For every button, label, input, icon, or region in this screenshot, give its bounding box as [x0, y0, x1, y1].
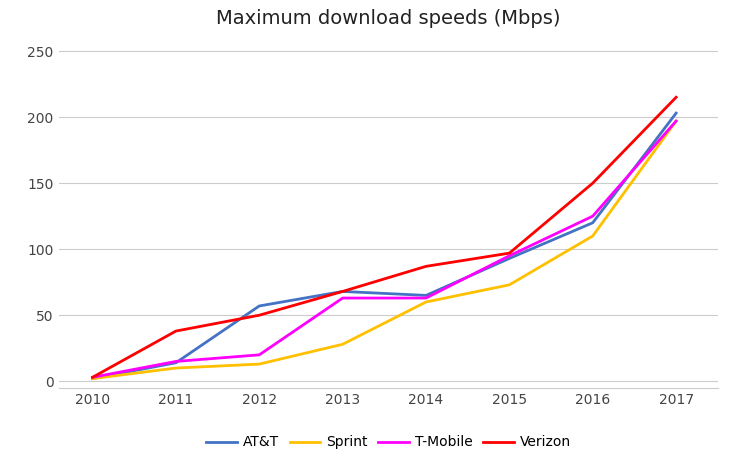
T-Mobile — [338, 295, 347, 301]
Sprint — [255, 361, 263, 367]
Verizon — [505, 250, 514, 256]
Line: Sprint: Sprint — [92, 121, 676, 378]
AT&T — [672, 110, 681, 116]
Sprint — [422, 299, 431, 305]
Verizon — [672, 95, 681, 100]
AT&T — [505, 255, 514, 261]
Verizon — [338, 289, 347, 294]
T-Mobile — [255, 352, 263, 358]
T-Mobile — [505, 253, 514, 259]
AT&T — [255, 303, 263, 309]
Verizon — [172, 328, 181, 334]
T-Mobile — [422, 295, 431, 301]
AT&T — [422, 293, 431, 298]
AT&T — [588, 220, 597, 226]
AT&T — [172, 360, 181, 366]
Line: AT&T: AT&T — [92, 113, 676, 378]
AT&T — [338, 289, 347, 294]
T-Mobile — [88, 375, 97, 380]
Sprint — [172, 365, 181, 371]
Sprint — [338, 342, 347, 347]
Line: Verizon: Verizon — [92, 97, 676, 377]
Verizon — [88, 375, 97, 380]
Verizon — [422, 263, 431, 269]
Sprint — [588, 233, 597, 239]
Verizon — [255, 312, 263, 318]
Sprint — [88, 376, 97, 381]
T-Mobile — [172, 359, 181, 364]
Sprint — [505, 282, 514, 288]
Sprint — [672, 118, 681, 124]
AT&T — [88, 376, 97, 381]
Verizon — [588, 180, 597, 186]
T-Mobile — [672, 118, 681, 124]
Line: T-Mobile: T-Mobile — [92, 121, 676, 377]
Legend: AT&T, Sprint, T-Mobile, Verizon: AT&T, Sprint, T-Mobile, Verizon — [201, 430, 576, 455]
T-Mobile — [588, 213, 597, 219]
Title: Maximum download speeds (Mbps): Maximum download speeds (Mbps) — [216, 9, 561, 28]
